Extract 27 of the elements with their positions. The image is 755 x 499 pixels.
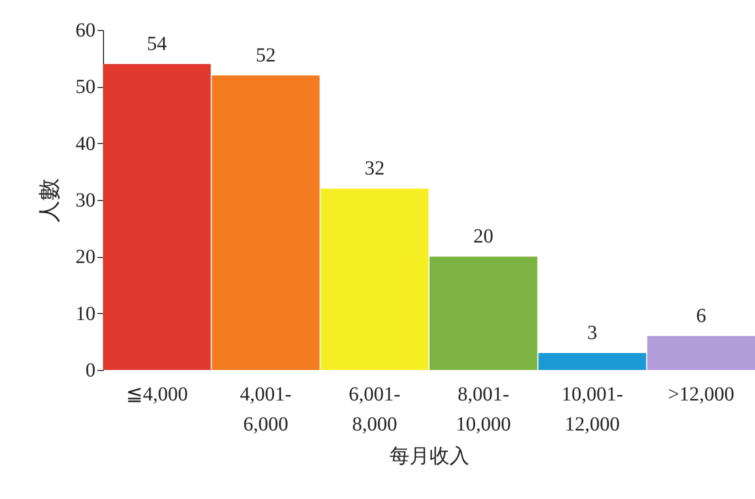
bar bbox=[647, 336, 755, 370]
x-tick-label: ≦4,000 bbox=[126, 384, 188, 406]
bar bbox=[103, 64, 211, 370]
data-label: 54 bbox=[146, 33, 167, 55]
x-tick-label: >12,000 bbox=[668, 384, 734, 406]
y-tick-label: 20 bbox=[76, 246, 96, 268]
data-label: 20 bbox=[473, 226, 494, 248]
y-axis-title: 人數 bbox=[36, 178, 62, 222]
x-tick-label: 4,001-6,000 bbox=[240, 384, 292, 436]
x-tick-label: 10,001-12,000 bbox=[561, 384, 624, 436]
data-label: 32 bbox=[364, 158, 385, 180]
bar bbox=[430, 256, 538, 370]
x-tick-label: 8,001-10,000 bbox=[456, 384, 511, 436]
y-tick-label: 50 bbox=[76, 76, 96, 98]
data-label: 3 bbox=[587, 322, 598, 344]
x-tick-label: 6,001-8,000 bbox=[348, 384, 400, 436]
bar bbox=[538, 353, 646, 370]
data-label: 52 bbox=[256, 44, 276, 66]
y-tick-label: 30 bbox=[76, 190, 96, 212]
y-tick-label: 10 bbox=[76, 302, 96, 325]
bar bbox=[212, 75, 320, 370]
y-tick-label: 60 bbox=[76, 20, 96, 42]
x-axis-title: 每月收入 bbox=[390, 446, 470, 468]
bar bbox=[320, 188, 428, 370]
data-label: 6 bbox=[696, 305, 706, 327]
y-tick-label: 0 bbox=[86, 360, 96, 382]
y-tick-label: 40 bbox=[76, 132, 96, 155]
